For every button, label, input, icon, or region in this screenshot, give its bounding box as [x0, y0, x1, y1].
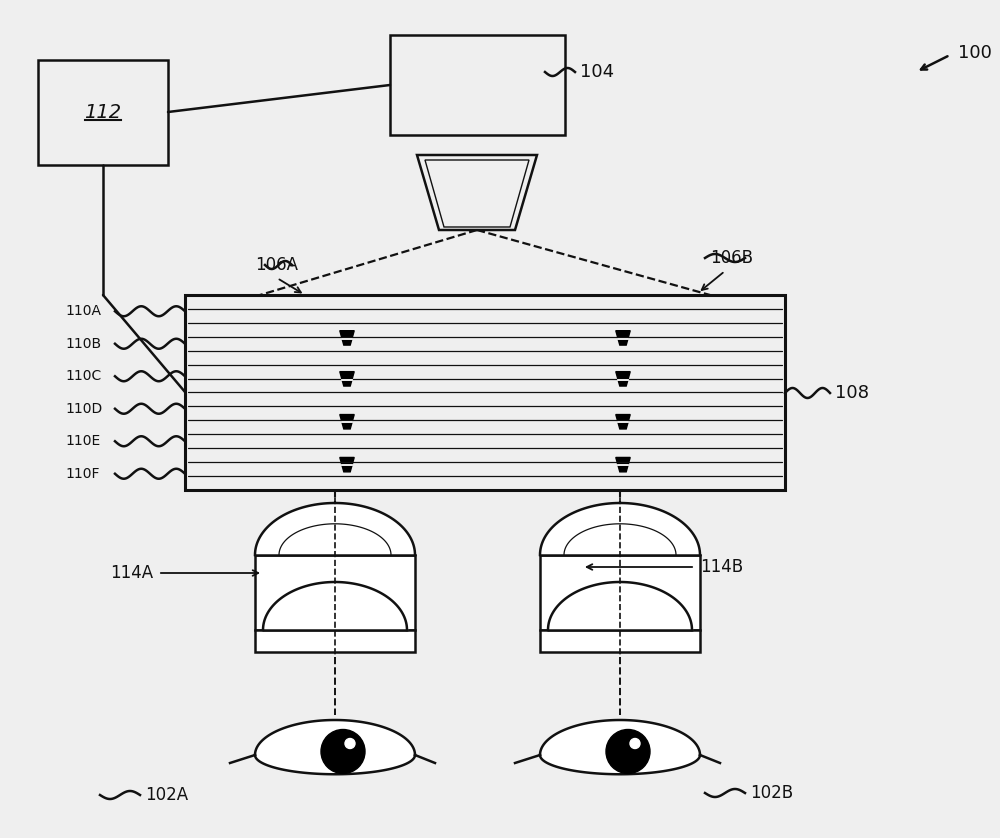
Text: 106A: 106A	[255, 256, 298, 274]
Polygon shape	[255, 503, 415, 555]
Circle shape	[321, 730, 365, 773]
Text: 104: 104	[580, 63, 614, 81]
Text: 112: 112	[84, 103, 122, 122]
Text: 110B: 110B	[65, 337, 101, 351]
Circle shape	[345, 738, 355, 748]
Bar	[38, 60, 168, 165]
Text: 110F: 110F	[65, 467, 100, 481]
Text: 110C: 110C	[65, 370, 101, 383]
Text: 110E: 110E	[65, 434, 100, 448]
Bar	[540, 630, 700, 652]
Polygon shape	[340, 331, 354, 345]
Circle shape	[630, 738, 640, 748]
Text: 114B: 114B	[700, 558, 743, 576]
Circle shape	[606, 730, 650, 773]
Polygon shape	[616, 371, 630, 386]
Polygon shape	[340, 371, 354, 386]
Polygon shape	[340, 458, 354, 472]
Text: 106B: 106B	[710, 249, 753, 267]
Bar	[540, 555, 700, 630]
Polygon shape	[616, 458, 630, 472]
Text: 110D: 110D	[65, 401, 102, 416]
Polygon shape	[540, 720, 700, 774]
Text: 102B: 102B	[750, 784, 793, 802]
Polygon shape	[425, 160, 529, 227]
Text: 108: 108	[835, 384, 869, 402]
Text: 102A: 102A	[145, 786, 188, 804]
Bar	[255, 555, 415, 630]
Bar	[390, 35, 565, 135]
Bar	[185, 295, 785, 490]
Polygon shape	[255, 720, 415, 774]
Text: 100: 100	[958, 44, 992, 62]
Text: 114A: 114A	[110, 564, 153, 582]
Polygon shape	[540, 503, 700, 555]
Text: 110A: 110A	[65, 304, 101, 318]
Polygon shape	[340, 415, 354, 429]
Polygon shape	[417, 155, 537, 230]
Bar	[255, 630, 415, 652]
Polygon shape	[616, 331, 630, 345]
Polygon shape	[616, 415, 630, 429]
